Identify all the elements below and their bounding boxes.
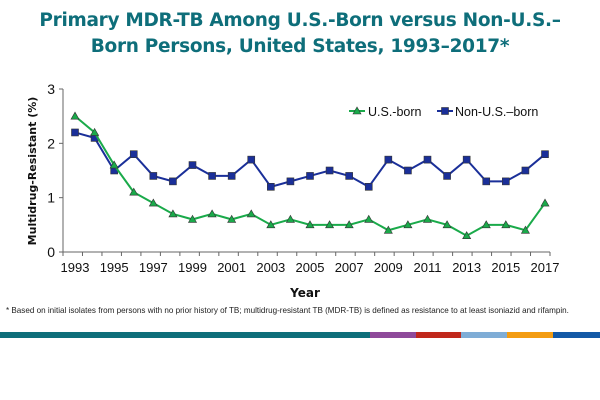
x-tick-label: 2009	[374, 260, 403, 275]
data-point	[501, 220, 511, 229]
data-point	[325, 220, 335, 229]
data-point	[383, 225, 393, 234]
data-point	[481, 220, 491, 229]
data-point	[502, 177, 510, 186]
y-tick-label: 0	[47, 244, 55, 260]
bar-segment-light-blue	[461, 332, 507, 338]
data-point	[149, 172, 158, 180]
data-point	[442, 220, 452, 229]
y-tick-label: 3	[47, 81, 55, 97]
data-point	[404, 166, 412, 175]
data-point	[384, 155, 393, 164]
legend: U.S.-born Non-U.S.–born	[349, 105, 538, 119]
data-point	[90, 127, 100, 136]
data-point	[423, 155, 432, 164]
data-point	[541, 150, 549, 158]
chart-title-line-1: Primary MDR-TB Among U.S.-Born versus No…	[39, 10, 561, 31]
bottom-color-bar	[0, 332, 600, 338]
data-point	[443, 172, 451, 180]
data-point	[266, 220, 276, 229]
data-point	[267, 183, 275, 191]
x-tick-label: 2005	[296, 260, 325, 275]
data-point	[129, 150, 138, 158]
series-non-us-born	[71, 128, 549, 191]
data-point	[286, 177, 295, 186]
data-point	[306, 172, 314, 180]
x-tick-label: 2011	[414, 260, 442, 275]
data-point	[422, 214, 433, 223]
data-point	[482, 177, 491, 186]
data-point	[462, 155, 471, 164]
data-point	[246, 209, 256, 218]
legend-label-us-born: U.S.-born	[368, 105, 422, 119]
data-point	[520, 225, 530, 234]
data-point	[129, 187, 139, 196]
data-point	[344, 220, 354, 229]
data-point	[540, 198, 550, 207]
x-tick-label: 1997	[139, 260, 168, 275]
chart-title-line-2: Born Persons, United States, 1993–2017*	[90, 36, 510, 57]
x-tick-label: 2015	[491, 260, 520, 275]
x-tick-label: 1999	[178, 260, 207, 275]
data-point	[227, 172, 236, 180]
data-point	[364, 183, 373, 191]
data-point	[169, 177, 177, 186]
x-tick-label: 2007	[335, 260, 364, 275]
x-tick-label: 1995	[100, 260, 129, 275]
bar-segment-purple	[370, 332, 416, 338]
data-point	[188, 161, 197, 169]
data-point	[70, 111, 80, 120]
data-point	[462, 231, 472, 239]
bar-segment-orange	[507, 332, 553, 338]
y-tick-label: 1	[47, 190, 55, 206]
data-point	[305, 220, 315, 229]
x-tick-label: 2017	[531, 260, 560, 275]
chart-title: Primary MDR-TB Among U.S.-Born versus No…	[0, 8, 600, 60]
bar-segment-red	[416, 332, 461, 338]
bar-segment-dark-blue	[553, 332, 600, 338]
data-point	[345, 172, 353, 180]
footnote: * Based on initial isolates from persons…	[6, 306, 569, 315]
x-tick-label: 2003	[256, 260, 285, 275]
x-tick-label: 1993	[61, 260, 90, 275]
data-point	[227, 214, 237, 223]
axes: 0 1 2 3 1993 1995 1997 1999 2001 2003 2005 2007 2009…	[47, 81, 559, 275]
x-tick-label: 2001	[217, 260, 246, 275]
x-tick-label: 2013	[452, 260, 481, 275]
data-point	[325, 166, 334, 175]
data-point	[207, 209, 217, 218]
data-point	[403, 220, 413, 229]
data-point	[148, 198, 158, 207]
series-us-born	[70, 111, 550, 239]
data-point	[168, 209, 178, 218]
data-point	[247, 155, 256, 164]
data-point	[521, 166, 530, 175]
legend-label-non-us-born: Non-U.S.–born	[455, 105, 538, 119]
y-axis-title: Multidrug-Resistant (%)	[26, 97, 39, 246]
legend-marker-us-born	[352, 106, 362, 115]
legend-marker-non-us-born	[441, 107, 449, 115]
series-layer	[70, 111, 550, 239]
line-chart: 0 1 2 3 1993 1995 1997 1999 2001 2003 2005 2007 2009…	[26, 81, 559, 300]
data-point	[285, 214, 295, 223]
data-point	[364, 214, 374, 223]
data-point	[71, 128, 79, 137]
bar-segment-teal	[0, 332, 370, 338]
y-tick-label: 2	[47, 135, 55, 151]
x-axis-title: Year	[289, 286, 320, 300]
data-point	[208, 172, 216, 180]
data-point	[187, 214, 198, 223]
data-point	[109, 160, 119, 169]
